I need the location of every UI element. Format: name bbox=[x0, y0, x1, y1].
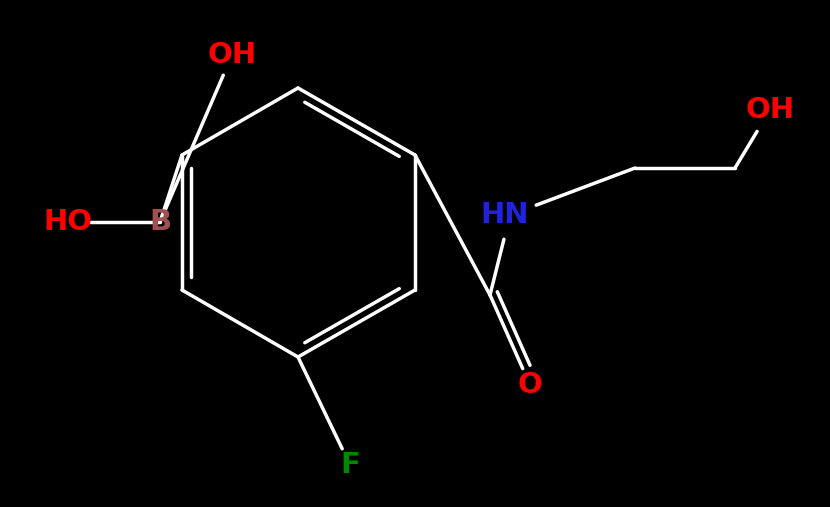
Text: B: B bbox=[149, 208, 171, 236]
Text: F: F bbox=[340, 451, 360, 479]
Text: OH: OH bbox=[208, 41, 256, 69]
Text: O: O bbox=[518, 371, 543, 399]
Text: HN: HN bbox=[481, 201, 530, 229]
Text: HO: HO bbox=[43, 208, 93, 236]
Text: OH: OH bbox=[745, 96, 794, 124]
